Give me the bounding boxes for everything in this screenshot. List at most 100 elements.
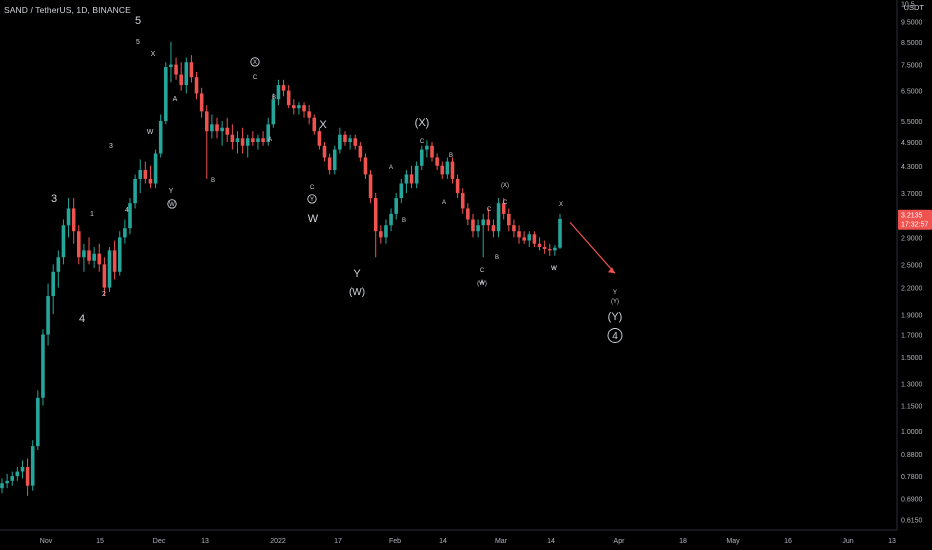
wave-label: C [310, 185, 315, 191]
wave-label: W [169, 202, 175, 208]
wave-label-circle [250, 57, 260, 67]
candle-body [225, 127, 230, 135]
x-tick-label: May [726, 538, 740, 545]
candle-body [51, 271, 55, 297]
candle-body [450, 161, 455, 179]
candle-body [117, 237, 122, 272]
wave-label: B [272, 95, 276, 101]
y-tick-label: 1.1500 [901, 404, 923, 411]
wave-label: 4 [125, 207, 129, 214]
y-tick-label: 6.5000 [901, 89, 923, 96]
candle-body [409, 174, 414, 184]
candle-body [292, 105, 296, 109]
y-tick-label: 1.9000 [901, 312, 923, 319]
y-tick-label: 0.6900 [901, 496, 923, 503]
wave-label: A [268, 137, 272, 143]
candle-body [20, 467, 25, 472]
x-tick-label: 13 [888, 538, 896, 545]
wave-label: (Y) [608, 311, 623, 323]
x-tick-label: 17 [334, 538, 342, 545]
wave-label: (W) [349, 287, 365, 298]
y-tick-label: 4.9000 [901, 140, 923, 147]
candle-body [71, 208, 76, 232]
candle-body [322, 145, 327, 158]
last-price-value: 3.2135 [901, 213, 923, 220]
wave-label: A [480, 280, 484, 286]
candle-body [532, 234, 537, 244]
chart-symbol-title: SAND / TetherUS, 1D, BINANCE [4, 5, 131, 15]
y-tick-label: 0.7800 [901, 474, 923, 481]
wave-label: B [449, 153, 453, 159]
y-tick-label: 3.7000 [901, 191, 923, 198]
wave-label-circle [307, 194, 317, 204]
candle-body [496, 203, 501, 232]
candle-body [353, 138, 358, 146]
candle-body [327, 157, 332, 171]
candle-body [558, 218, 562, 248]
candle-body [517, 231, 521, 238]
candle-body [455, 178, 460, 194]
candle-body [297, 105, 301, 109]
candle-body [10, 476, 15, 481]
candle-body [476, 225, 480, 232]
candle-body [5, 480, 9, 484]
wave-label: A [173, 96, 178, 103]
candle-body [486, 219, 491, 226]
y-tick-label: 2.5000 [901, 262, 923, 269]
candle-body [440, 165, 445, 175]
candle-body [56, 257, 61, 272]
candle-body [41, 334, 45, 398]
wave-label: 5 [136, 39, 140, 46]
candle-body [271, 99, 276, 125]
candle-body [235, 138, 240, 143]
candle-body [414, 165, 419, 184]
candle-body [332, 149, 337, 171]
candle-body [507, 213, 511, 226]
candle-body [307, 111, 311, 118]
x-tick-label: 15 [96, 538, 104, 545]
wave-label: Y [353, 268, 361, 280]
candle-body [384, 225, 388, 238]
y-tick-label: 9.5000 [901, 20, 923, 27]
candle-body [251, 138, 255, 143]
candle-body [210, 124, 214, 132]
candle-body [230, 134, 235, 143]
candle-body [312, 117, 317, 132]
candle-body [404, 174, 409, 184]
candle-body [92, 253, 96, 261]
candle-body [343, 134, 347, 143]
candle-body [204, 111, 209, 132]
candle-body [97, 253, 102, 265]
x-tick-label: Mar [495, 538, 508, 545]
wave-label: (X) [501, 183, 509, 189]
wave-label: Y [310, 197, 314, 203]
candle-body [338, 134, 342, 150]
wave-label: B [402, 218, 406, 224]
candle-body [102, 264, 107, 288]
wave-label: W [147, 129, 154, 136]
candle-body [153, 153, 158, 184]
candle-body [553, 247, 557, 251]
candle-body [471, 219, 475, 232]
x-tick-label: Apr [614, 538, 626, 545]
candle-body [389, 213, 393, 226]
candle-body [491, 225, 496, 232]
candle-body [501, 203, 506, 214]
wave-label: C [480, 268, 485, 274]
candle-body [286, 90, 291, 106]
candle-body [174, 64, 178, 75]
x-tick-label: Jun [842, 538, 853, 545]
x-tick-label: 2022 [270, 538, 286, 545]
candle-body [199, 93, 204, 112]
wave-label: C [253, 75, 258, 81]
y-tick-label: 2.2000 [901, 286, 923, 293]
wave-label: X [319, 119, 327, 131]
candle-body [169, 64, 173, 68]
candle-body [481, 219, 486, 226]
candle-body [466, 208, 470, 220]
wave-label: 4 [612, 331, 618, 342]
wave-label: A [389, 165, 393, 171]
x-tick-label: 13 [201, 538, 209, 545]
candle-body [25, 467, 30, 486]
